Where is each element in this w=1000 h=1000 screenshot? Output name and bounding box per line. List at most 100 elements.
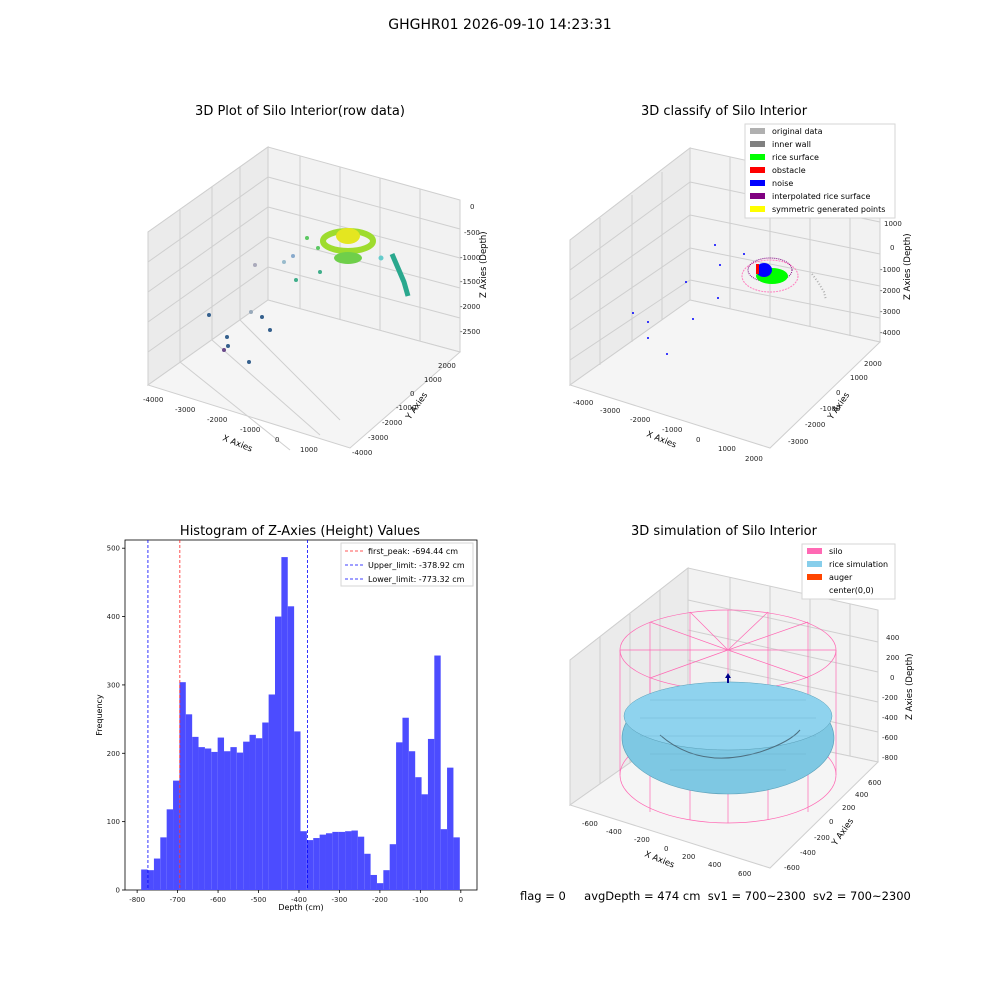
cls-ztick-4: -3000 bbox=[880, 308, 900, 316]
legend-first-peak: first_peak: -694.44 cm bbox=[368, 547, 458, 556]
raw-point bbox=[316, 246, 320, 250]
cls-xtick-5: 1000 bbox=[718, 445, 736, 453]
sim-ytick-2: -200 bbox=[814, 834, 830, 842]
cls-noise-point bbox=[717, 297, 719, 299]
hist-bar bbox=[294, 731, 301, 890]
hist-bar bbox=[440, 829, 448, 890]
raw-point bbox=[207, 313, 211, 317]
hist-bar bbox=[453, 837, 460, 890]
cls-noise-cluster bbox=[756, 263, 772, 277]
hist-xtick-label: -700 bbox=[170, 896, 186, 904]
hist-bar bbox=[345, 831, 352, 890]
sim-xtick-2: -200 bbox=[634, 836, 650, 844]
hist-bar bbox=[415, 777, 422, 890]
raw-point bbox=[294, 278, 298, 282]
legend-swatch-interpolated bbox=[750, 193, 765, 199]
raw-point bbox=[291, 254, 295, 258]
raw-point bbox=[305, 236, 309, 240]
legend-swatch-symmetric bbox=[750, 206, 765, 212]
cls-noise-point bbox=[647, 337, 649, 339]
hist-bar bbox=[396, 742, 403, 890]
legend-swatch-obstacle bbox=[750, 167, 765, 173]
raw-point bbox=[249, 310, 253, 314]
sim-xtick-1: -400 bbox=[606, 828, 622, 836]
sim-ylabel: Y Axies bbox=[830, 816, 857, 848]
sim-ytick-6: 600 bbox=[868, 779, 881, 787]
hist-bar bbox=[217, 737, 225, 890]
hist-bar bbox=[160, 837, 167, 890]
hist-bar bbox=[236, 752, 244, 890]
cls-xtick-1: -3000 bbox=[600, 407, 620, 415]
legend-rice-simulation: rice simulation bbox=[829, 560, 888, 569]
raw-ytick-3: -1000 bbox=[396, 404, 416, 412]
hist-bar bbox=[230, 747, 237, 890]
raw-xtick-2: -2000 bbox=[207, 416, 227, 424]
hist-xtick-label: -300 bbox=[331, 896, 347, 904]
sim-ytick-3: 0 bbox=[829, 818, 833, 826]
cls-noise-point bbox=[666, 353, 668, 355]
raw-point bbox=[226, 344, 230, 348]
cls-noise-point bbox=[743, 253, 745, 255]
legend-center: center(0,0) bbox=[829, 586, 874, 595]
legend-interpolated: interpolated rice surface bbox=[772, 192, 870, 201]
raw-xtick-4: 0 bbox=[275, 436, 279, 444]
cls-noise-point bbox=[647, 321, 649, 323]
hist-bar bbox=[198, 747, 205, 890]
raw-ztick-0: 0 bbox=[470, 203, 474, 211]
raw-xtick-5: 1000 bbox=[300, 446, 318, 454]
panel3-title: Histogram of Z-Axies (Height) Values bbox=[179, 524, 421, 539]
sim-xlabel: X Axies bbox=[643, 850, 676, 871]
raw-ytick-5: 1000 bbox=[424, 376, 442, 384]
hist-bar bbox=[351, 830, 358, 890]
hist-bar bbox=[421, 794, 428, 890]
raw-point bbox=[222, 348, 226, 352]
sim-ytick-5: 400 bbox=[855, 791, 868, 799]
hist-bar bbox=[408, 751, 416, 890]
hist-bar bbox=[332, 831, 339, 890]
raw-ytick-2: -2000 bbox=[382, 419, 402, 427]
cls-noise-point bbox=[692, 318, 694, 320]
cls-xtick-6: 2000 bbox=[745, 455, 763, 463]
sim-xtick-4: 200 bbox=[682, 853, 695, 861]
footer-stats: flag = 0 avgDepth = 474 cm sv1 = 700~230… bbox=[520, 889, 911, 903]
legend-swatch-rice-surface bbox=[750, 154, 765, 160]
hist-bar bbox=[268, 694, 276, 890]
panel2-title: 3D classify of Silo Interior bbox=[640, 104, 808, 119]
hist-bar bbox=[192, 736, 199, 890]
hist-bar bbox=[262, 722, 269, 890]
legend-swatch-noise bbox=[750, 180, 765, 186]
cls-ztick-3: -2000 bbox=[880, 287, 900, 295]
sim-rice-surface bbox=[621, 681, 835, 795]
legend-symmetric: symmetric generated points bbox=[772, 205, 885, 214]
hist-bar bbox=[325, 833, 333, 890]
footer-sv2: sv2 = 700~2300 bbox=[812, 889, 911, 903]
hist-ytick-label: 500 bbox=[107, 545, 120, 553]
cls-ytick-0: -3000 bbox=[788, 438, 808, 446]
cls-ytick-4: 1000 bbox=[850, 374, 868, 382]
footer-avg-depth: avgDepth = 474 cm bbox=[584, 889, 701, 903]
cls-ztick-2: -1000 bbox=[880, 266, 900, 274]
hist-bar bbox=[166, 809, 174, 890]
cls-ztick-0: 1000 bbox=[884, 220, 902, 228]
sim-3d-tick-labels: -600 -400 -200 0 200 400 600 -600 -400 -… bbox=[582, 634, 899, 878]
legend-rice-surface: rice surface bbox=[772, 153, 819, 162]
hist-xtick-label: -800 bbox=[129, 896, 145, 904]
cls-ytick-1: -2000 bbox=[805, 421, 825, 429]
raw-point bbox=[282, 260, 286, 264]
raw-xtick-3: -1000 bbox=[240, 426, 260, 434]
cls-3d-points bbox=[632, 244, 827, 355]
sim-ztick-5: -600 bbox=[882, 734, 898, 742]
hist-bar bbox=[185, 714, 193, 890]
raw-ytick-1: -3000 bbox=[368, 434, 388, 442]
sim-ytick-4: 200 bbox=[842, 804, 855, 812]
cls-ytick-2: -1000 bbox=[820, 405, 840, 413]
hist-bar bbox=[173, 780, 180, 890]
cls-ytick-3: 0 bbox=[836, 389, 840, 397]
raw-xtick-0: -4000 bbox=[143, 396, 163, 404]
legend-swatch-original bbox=[750, 128, 765, 134]
hist-bar bbox=[383, 870, 390, 890]
hist-xtick-label: -400 bbox=[291, 896, 307, 904]
hist-bar bbox=[306, 840, 314, 890]
